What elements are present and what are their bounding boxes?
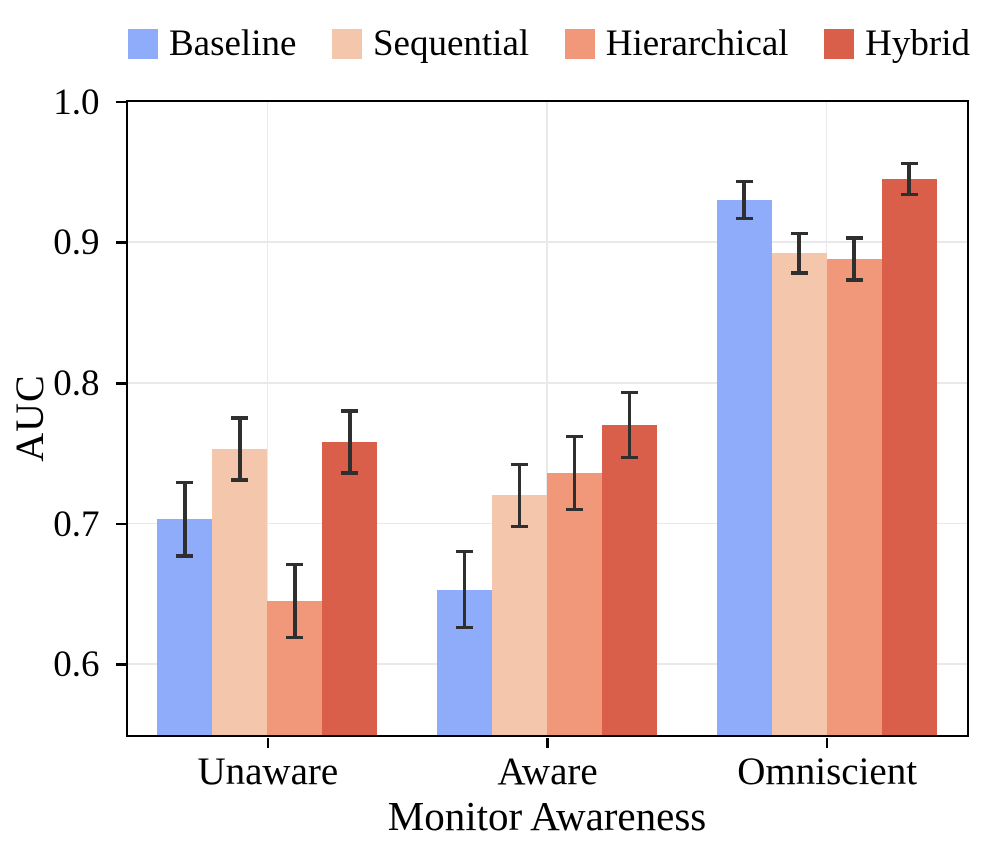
legend-item: Hybrid xyxy=(824,22,970,66)
y-tick xyxy=(115,522,126,526)
error-bar-cap-top xyxy=(176,480,194,485)
error-bar xyxy=(572,436,577,510)
bar xyxy=(212,448,268,735)
error-bar-cap-bottom xyxy=(900,192,918,197)
y-tick xyxy=(115,663,126,666)
legend: Baseline Sequential Hierarchical Hybrid xyxy=(128,22,970,66)
error-bar xyxy=(348,410,352,473)
y-tick-label: 0.8 xyxy=(53,362,100,404)
error-bar xyxy=(742,181,746,219)
x-gridline xyxy=(546,101,548,735)
legend-item: Baseline xyxy=(128,22,296,66)
x-gridline xyxy=(266,101,269,735)
error-bar-cap-bottom xyxy=(735,216,753,220)
legend-label: Hierarchical xyxy=(605,23,789,64)
error-bar xyxy=(462,551,467,628)
error-bar-cap-top xyxy=(231,416,249,420)
error-bar xyxy=(183,482,187,556)
legend-label: Baseline xyxy=(169,23,297,64)
error-bar-cap-bottom xyxy=(566,507,583,512)
x-tick-label: Unaware xyxy=(197,750,339,793)
error-bar xyxy=(907,163,911,195)
y-tick xyxy=(115,100,126,104)
error-bar xyxy=(517,464,522,527)
error-bar-cap-top xyxy=(341,409,359,413)
x-tick xyxy=(546,737,549,748)
legend-swatch xyxy=(824,29,855,59)
legend-swatch xyxy=(128,29,158,59)
error-bar-cap-bottom xyxy=(456,625,473,630)
bar xyxy=(771,253,827,735)
error-bar xyxy=(238,418,242,480)
error-bar-cap-top xyxy=(900,161,918,166)
legend-item: Hierarchical xyxy=(564,22,789,66)
x-tick-label: Aware xyxy=(497,750,598,793)
error-bar xyxy=(797,233,801,274)
bar xyxy=(716,199,772,735)
error-bar-cap-bottom xyxy=(176,554,194,558)
legend-label: Hybrid xyxy=(865,23,970,64)
error-bar-cap-top xyxy=(621,390,638,395)
bar xyxy=(322,441,378,735)
error-bar-cap-bottom xyxy=(511,524,528,529)
legend-label: Sequential xyxy=(372,23,530,64)
error-bar-cap-bottom xyxy=(341,471,359,475)
error-bar xyxy=(852,237,856,281)
bar xyxy=(492,495,547,735)
bar xyxy=(547,472,602,735)
error-bar-cap-top xyxy=(566,434,583,439)
y-tick-label: 0.7 xyxy=(53,503,100,545)
x-axis-label: Monitor Awareness xyxy=(387,793,707,839)
error-bar-cap-top xyxy=(456,549,473,554)
error-bar-cap-bottom xyxy=(231,478,249,482)
error-bar-cap-bottom xyxy=(790,271,808,275)
error-bar-cap-bottom xyxy=(845,278,863,282)
error-bar xyxy=(627,392,632,458)
error-bar-cap-bottom xyxy=(621,455,638,460)
y-tick-label: 1.0 xyxy=(53,81,100,123)
error-bar-cap-top xyxy=(511,462,528,467)
legend-swatch xyxy=(331,29,362,59)
error-bar-cap-top xyxy=(845,236,863,240)
plot-area xyxy=(125,99,969,737)
x-tick xyxy=(266,737,270,748)
legend-item: Sequential xyxy=(331,22,530,66)
y-tick-label: 0.9 xyxy=(53,222,100,264)
error-bar-cap-top xyxy=(735,179,753,184)
bar xyxy=(602,425,657,735)
x-tick xyxy=(825,737,829,748)
x-tick-label: Omniscient xyxy=(737,750,918,793)
y-tick xyxy=(115,241,126,244)
legend-swatch xyxy=(564,29,595,59)
bar xyxy=(881,178,937,735)
y-tick-label: 0.6 xyxy=(53,644,100,686)
error-bar-cap-bottom xyxy=(286,635,304,640)
error-bar-cap-top xyxy=(286,562,304,567)
error-bar-cap-top xyxy=(790,231,808,236)
y-tick xyxy=(115,382,126,385)
bar xyxy=(826,259,882,735)
error-bar xyxy=(293,564,297,638)
